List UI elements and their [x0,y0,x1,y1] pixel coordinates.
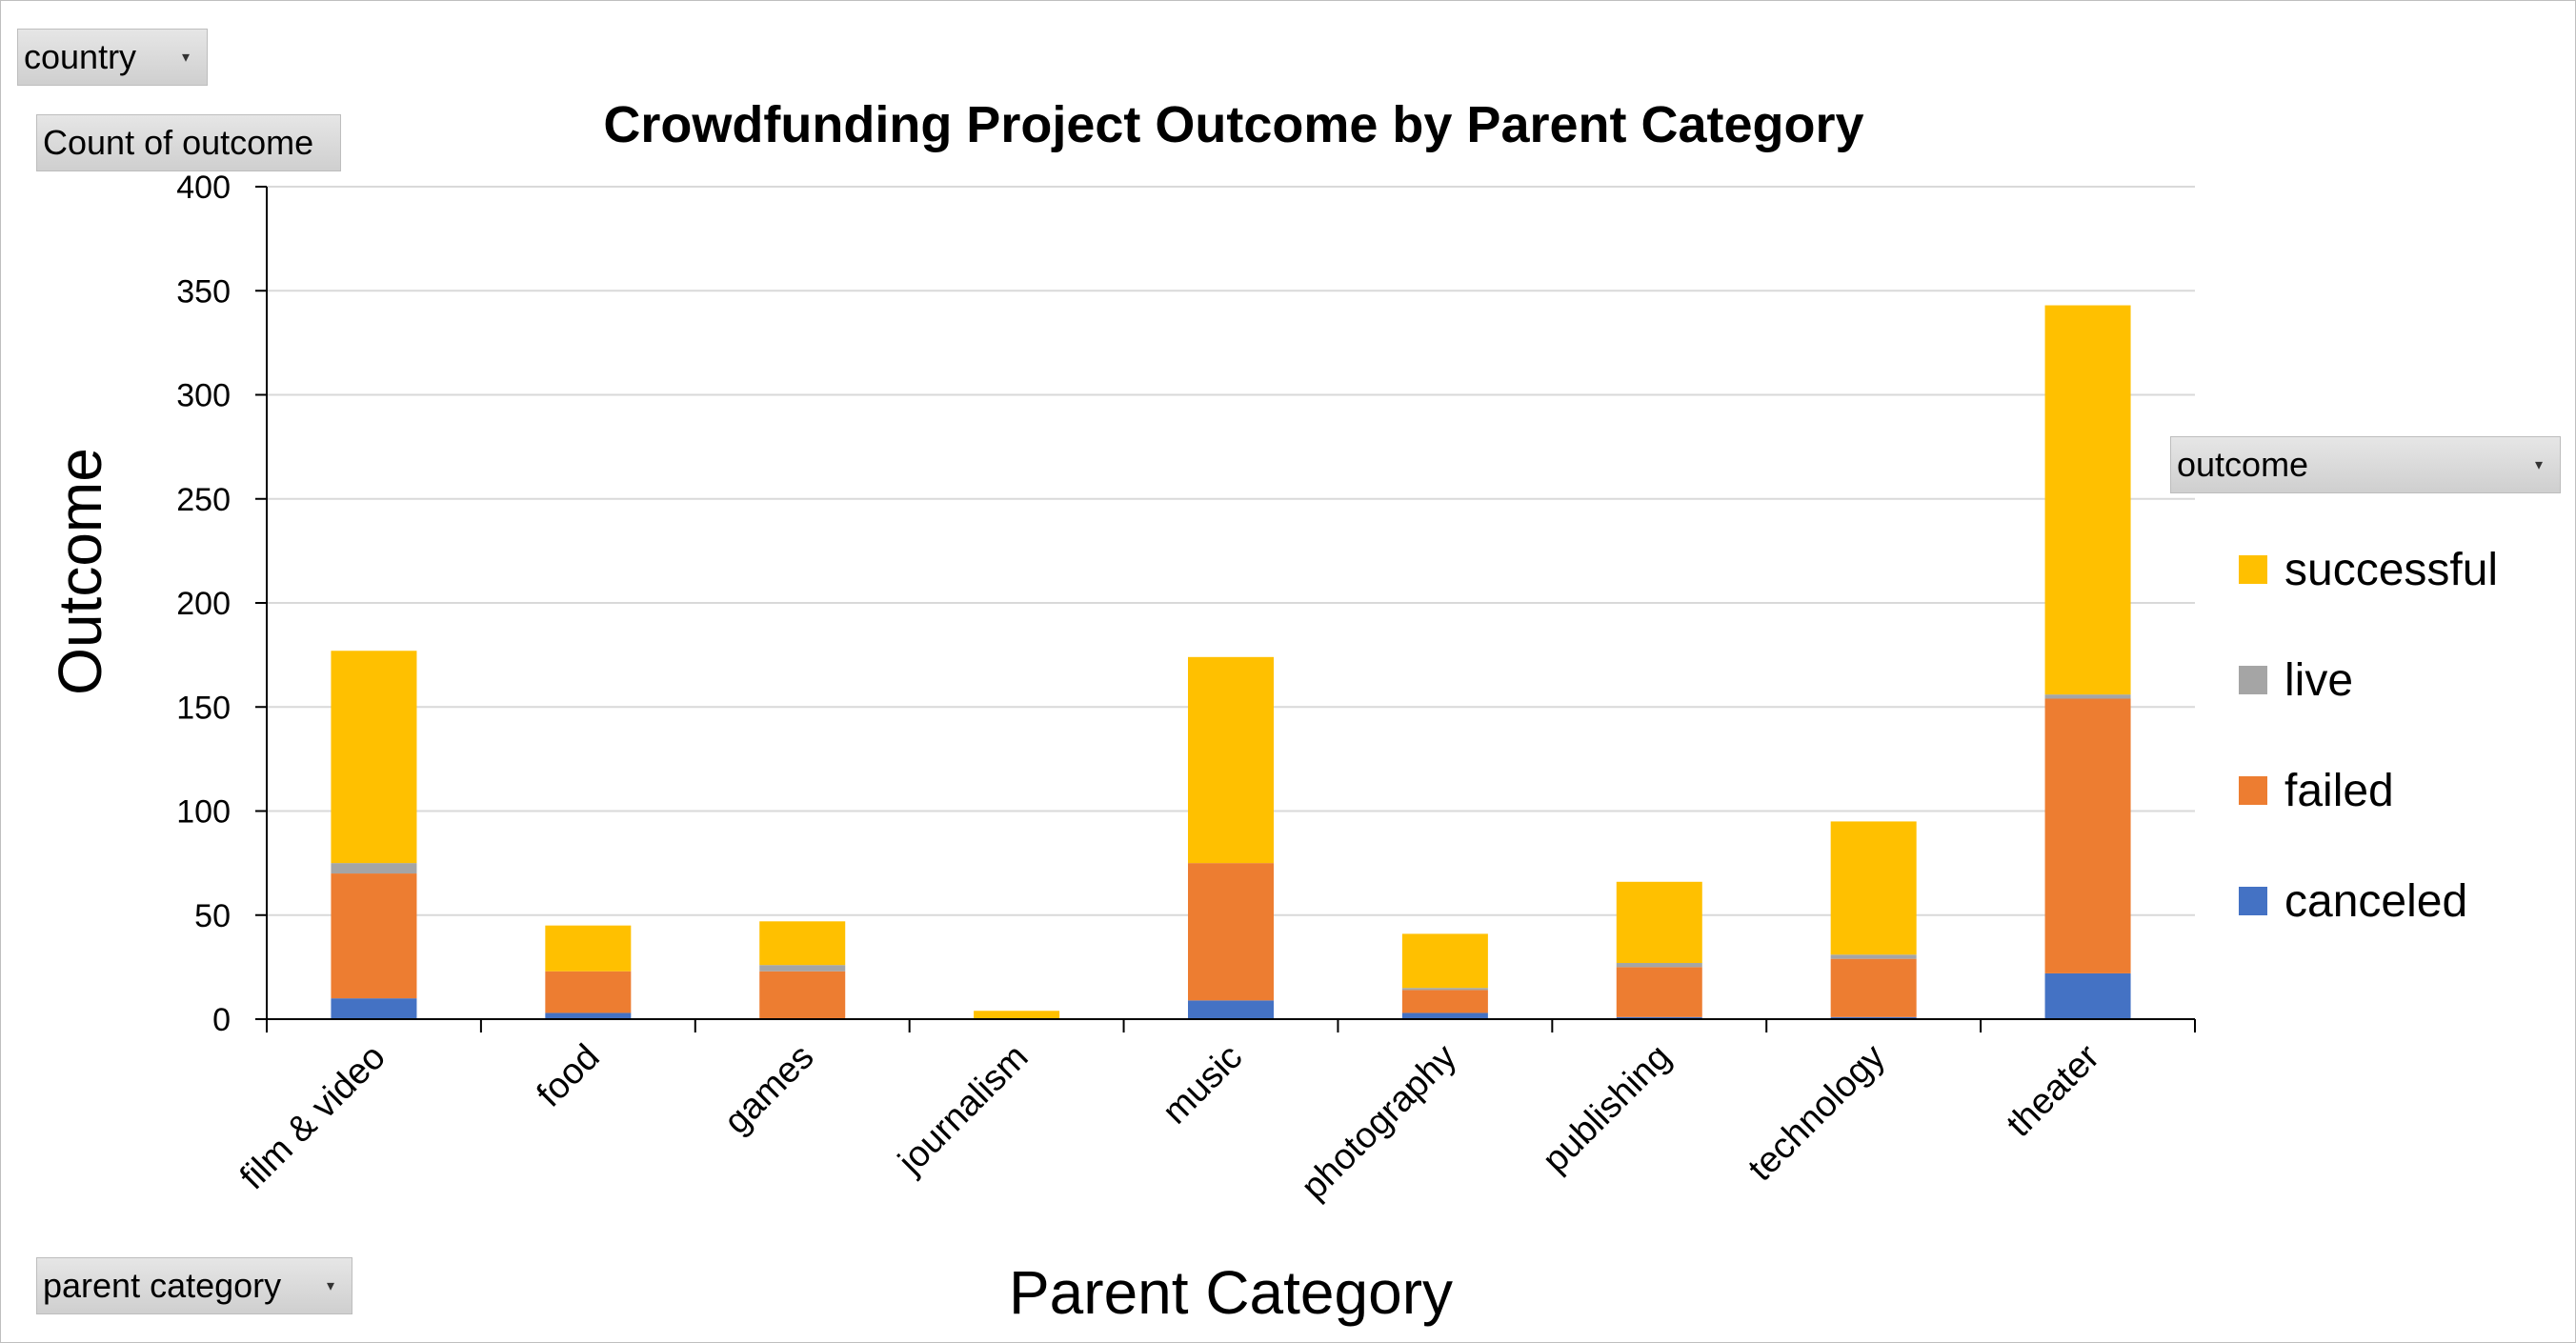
bar-successful [545,925,632,972]
values-field-label: Count of outcome [43,123,314,162]
dropdown-arrow-icon: ▾ [2534,457,2543,473]
bar-successful [1830,821,1917,955]
legend-item-failed: failed [2239,735,2498,846]
bar-failed [1616,967,1702,1017]
legend-item-canceled: canceled [2239,846,2498,956]
bar-canceled [331,998,417,1019]
x-tick-labels: film & video food games journalism music phot… [232,1036,2107,1207]
x-tick-label: games [716,1037,821,1142]
bar-successful [331,651,417,864]
bar-failed [1188,863,1274,1001]
bar-stacks [331,305,2131,1019]
legend-swatch [2239,776,2267,805]
bar-failed [1401,990,1488,1013]
bar-canceled [1188,1000,1274,1019]
y-tick-labels: 0 50 100 150 200 250 300 350 400 [176,170,267,1038]
values-field-button[interactable]: Count of outcome [36,114,341,171]
bar-successful [1616,881,1702,964]
legend-item-live: live [2239,625,2498,735]
bar-successful [974,1011,1060,1019]
bar-failed [545,971,632,1013]
x-tick-label: theater [2000,1036,2108,1145]
bar-failed [1830,958,1917,1017]
legend-label: failed [2284,765,2394,816]
x-tick-label: food [530,1037,608,1115]
y-tick-label: 50 [194,898,231,934]
bar-live [1616,963,1702,968]
y-tick-label: 250 [176,482,231,518]
bar-live [759,965,846,972]
x-axis-title: Parent Category [1008,1258,1454,1327]
legend: successful live failed canceled [2239,514,2498,956]
y-tick-label: 150 [176,690,231,726]
legend-swatch [2239,666,2267,694]
x-tick-label: film & video [232,1037,393,1198]
bar-canceled [1401,1012,1488,1019]
bar-canceled [545,1012,632,1019]
y-tick-label: 100 [176,794,231,831]
country-filter-button[interactable]: country ▾ [17,29,208,86]
legend-swatch [2239,555,2267,584]
y-tick-label: 0 [212,1002,231,1038]
bar-failed [331,873,417,999]
dropdown-arrow-icon: ▾ [326,1278,334,1294]
bar-successful [1401,933,1488,989]
bar-failed [759,971,846,1019]
legend-label: canceled [2284,875,2468,927]
x-tick-label: music [1155,1037,1250,1133]
bar-canceled [1616,1016,1702,1019]
y-tick-label: 400 [176,170,231,206]
bar-live [1830,954,1917,959]
outcome-filter-button[interactable]: outcome ▾ [2170,436,2561,493]
legend-label: successful [2284,544,2499,595]
legend-label: live [2284,654,2354,706]
bar-successful [2044,305,2131,695]
x-tick-label: technology [1741,1037,1893,1190]
bar-successful [1188,656,1274,864]
x-tick-label: journalism [891,1037,1036,1183]
bar-canceled [1830,1016,1917,1019]
legend-swatch [2239,887,2267,915]
outcome-filter-label: outcome [2177,445,2309,484]
x-tick-label: photography [1294,1037,1464,1208]
country-filter-label: country [24,37,137,76]
y-tick-label: 350 [176,273,231,310]
dropdown-arrow-icon: ▾ [181,50,190,66]
x-tick-label: publishing [1535,1037,1679,1181]
y-tick-label: 300 [176,378,231,414]
parent-category-filter-button[interactable]: parent category ▾ [36,1257,352,1314]
bar-successful [759,921,846,966]
bar-failed [2044,698,2131,973]
legend-item-successful: successful [2239,514,2498,625]
bar-live [331,863,417,874]
chart-title: Crowdfunding Project Outcome by Parent C… [603,96,1864,153]
bar-canceled [2044,972,2131,1019]
y-tick-label: 200 [176,586,231,622]
bar-live [1401,988,1488,991]
bar-live [2044,694,2131,699]
parent-category-filter-label: parent category [43,1266,282,1305]
